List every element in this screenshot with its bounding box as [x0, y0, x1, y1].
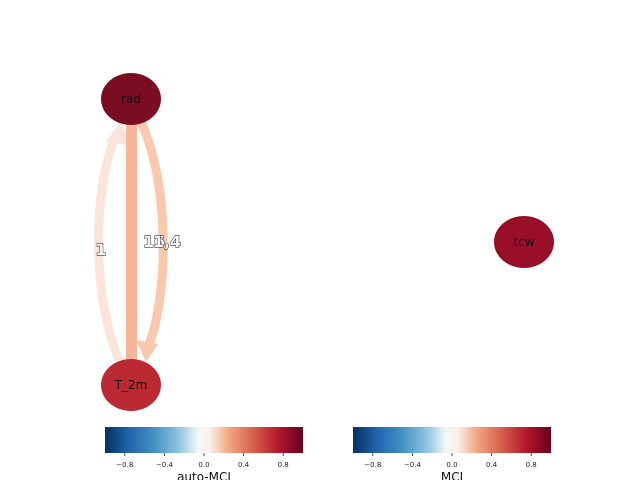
- node-rad: [101, 73, 161, 125]
- node-tcw: [494, 216, 554, 268]
- link-colorbar-ticks: −0.8 −0.4 0.0 0.4 0.8: [364, 453, 537, 469]
- edge-t2m-to-rad-arrowhead: [106, 120, 128, 145]
- edges: [94, 117, 168, 367]
- link-colorbar-tick: −0.8: [364, 461, 381, 469]
- edge-label-overlap: 16: [143, 232, 165, 251]
- node-t2m-label: T_2m: [114, 378, 148, 392]
- edge-labels: 1 16 1,4: [95, 232, 182, 260]
- node-t2m: [101, 359, 161, 411]
- node-rad-label: rad: [121, 92, 141, 106]
- node-colorbar-ticks: −0.8 −0.4 0.0 0.4 0.8: [116, 453, 289, 469]
- link-colorbar-tick: 0.0: [446, 461, 457, 469]
- link-colorbar: −0.8 −0.4 0.0 0.4 0.8 MCI: [353, 427, 551, 480]
- link-colorbar-gradient: [353, 427, 551, 453]
- link-colorbar-tick: −0.4: [404, 461, 422, 469]
- edge-rad-to-t2m-arrowhead: [136, 340, 158, 362]
- node-tcw-label: tcw: [513, 235, 534, 249]
- link-colorbar-label: MCI: [441, 470, 463, 480]
- link-colorbar-tick: 0.4: [486, 461, 498, 469]
- edge-rad-to-t2m: [136, 117, 168, 347]
- nodes: rad T_2m tcw: [101, 73, 554, 411]
- node-colorbar-tick: 0.4: [238, 461, 250, 469]
- link-colorbar-tick: 0.8: [526, 461, 537, 469]
- edge-rad-t2m-contemporaneous: [126, 124, 137, 362]
- node-colorbar-tick: −0.4: [156, 461, 174, 469]
- node-colorbar-tick: −0.8: [116, 461, 133, 469]
- edge-label-right: 1,4: [153, 232, 181, 251]
- node-colorbar: −0.8 −0.4 0.0 0.4 0.8 auto-MCI: [105, 427, 303, 480]
- edge-t2m-to-rad: [94, 130, 125, 367]
- node-colorbar-label: auto-MCI: [177, 470, 231, 480]
- node-colorbar-tick: 0.0: [198, 461, 209, 469]
- node-colorbar-gradient: [105, 427, 303, 453]
- edge-label-left: 1: [95, 240, 106, 259]
- node-colorbar-tick: 0.8: [278, 461, 289, 469]
